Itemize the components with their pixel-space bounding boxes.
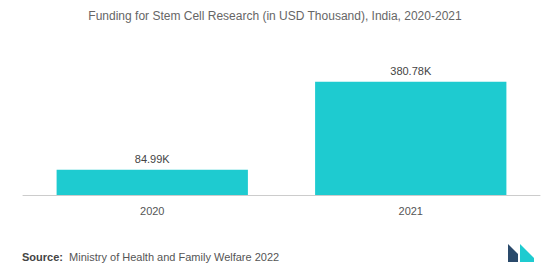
svg-text:Source:: Source: [22,251,63,263]
svg-text:Ministry of Health and Family: Ministry of Health and Family Welfare 20… [63,251,279,263]
svg-text:84.99K: 84.99K [135,153,171,165]
svg-text:2021: 2021 [399,205,423,217]
svg-text:380.78K: 380.78K [390,65,432,77]
svg-text:Funding for Stem Cell Research: Funding for Stem Cell Research (in USD T… [88,9,462,23]
svg-text:2020: 2020 [140,205,164,217]
